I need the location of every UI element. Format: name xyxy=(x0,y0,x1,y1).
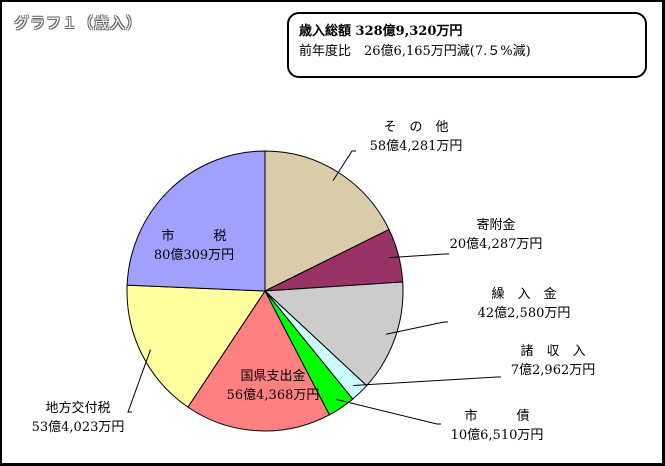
leader-line-6 xyxy=(127,349,151,413)
pie-slice-6 xyxy=(126,284,266,408)
slice-label-name-7: 市 税 xyxy=(161,228,226,244)
slice-label-value-0: 58億4,281万円 xyxy=(370,138,463,154)
slice-label-name-4: 市 債 xyxy=(464,408,529,424)
slice-label-value-4: 10億6,510万円 xyxy=(451,427,544,443)
slice-label-name-2: 繰 入 金 xyxy=(491,286,556,302)
slice-label-name-0: そ の 他 xyxy=(383,120,448,135)
leader-line-1 xyxy=(388,253,449,259)
summary-total: 歳入総額 328億9,320万円 xyxy=(299,24,463,39)
slice-label-name-1: 寄附金 xyxy=(476,217,515,233)
pie-slice-5 xyxy=(187,290,331,432)
slice-label-value-7: 80億309万円 xyxy=(154,247,234,263)
leader-line-0 xyxy=(332,150,356,181)
leader-line-2 xyxy=(385,321,448,335)
slice-label-name-6: 地方交付税 xyxy=(45,400,110,416)
slice-label-value-5: 56億4,368万円 xyxy=(227,387,320,403)
leader-line-4 xyxy=(335,398,441,425)
slice-label-value-6: 53億4,023万円 xyxy=(32,419,125,435)
summary-box: 歳入総額 328億9,320万円 前年度比 26億6,165万円減(7.５%減) xyxy=(287,12,647,78)
slice-label-name-3: 諸 収 入 xyxy=(520,343,585,359)
slice-label-value-1: 20億4,287万円 xyxy=(450,236,543,252)
slice-label-name-5: 国県支出金 xyxy=(240,368,305,384)
chart-title: グラフ１（歳入） xyxy=(14,14,143,32)
pie-slice-2 xyxy=(263,281,404,387)
slice-label-value-2: 42億2,580万円 xyxy=(478,305,571,321)
summary-change: 前年度比 26億6,165万円減(7.５%減) xyxy=(299,44,531,59)
slice-label-value-3: 7億2,962万円 xyxy=(511,362,596,378)
pie-slice-7 xyxy=(126,150,266,292)
leader-line-3 xyxy=(353,376,501,386)
